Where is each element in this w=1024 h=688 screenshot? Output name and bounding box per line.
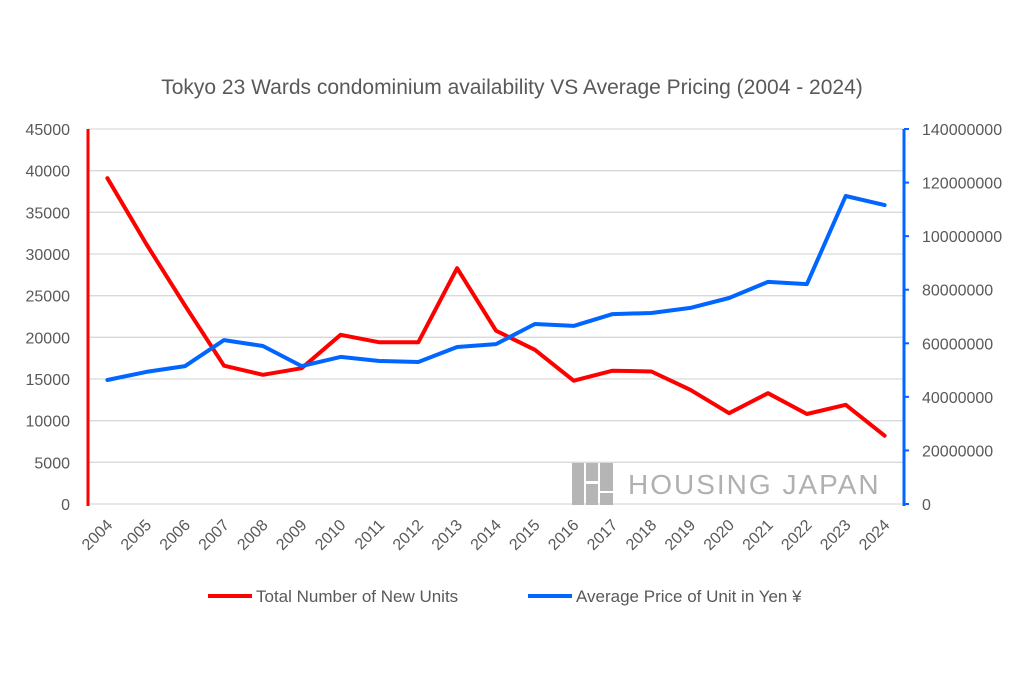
right-axis-tick-label: 60000000 bbox=[922, 336, 993, 353]
left-axis-tick-label: 20000 bbox=[26, 330, 71, 347]
x-axis-tick-label: 2011 bbox=[352, 517, 388, 553]
left-axis-tick-label: 15000 bbox=[26, 372, 71, 389]
left-axis-tick-label: 25000 bbox=[26, 289, 71, 306]
left-axis-tick-label: 40000 bbox=[26, 164, 71, 181]
legend-label-price: Average Price of Unit in Yen ¥ bbox=[576, 587, 802, 606]
chart-title: Tokyo 23 Wards condominium availability … bbox=[161, 76, 863, 99]
x-axis-tick-label: 2016 bbox=[545, 517, 582, 554]
series-line-1 bbox=[107, 196, 884, 380]
right-axis-tick-label: 40000000 bbox=[922, 390, 993, 407]
x-axis-tick-label: 2017 bbox=[584, 517, 621, 554]
x-axis-tick-label: 2012 bbox=[390, 517, 427, 554]
x-axis-tick-label: 2014 bbox=[468, 517, 505, 554]
left-axis-tick-label: 35000 bbox=[26, 205, 71, 222]
left-axis-tick-label: 30000 bbox=[26, 247, 71, 264]
x-axis-tick-label: 2007 bbox=[196, 517, 233, 554]
x-axis-tick-label: 2019 bbox=[662, 517, 699, 554]
x-axis-tick-label: 2004 bbox=[79, 517, 116, 554]
gridlines bbox=[88, 129, 904, 504]
x-axis-tick-label: 2020 bbox=[701, 517, 738, 554]
left-axis-tick-label: 10000 bbox=[26, 414, 71, 431]
right-axis-tick-label: 140000000 bbox=[922, 122, 1002, 139]
watermark-text: HOUSING JAPAN bbox=[628, 469, 881, 500]
right-axis-tick-label: 80000000 bbox=[922, 283, 993, 300]
series-lines bbox=[107, 178, 884, 436]
x-axis-tick-label: 2021 bbox=[740, 517, 777, 554]
x-axis-tick-label: 2022 bbox=[778, 517, 815, 554]
x-axis-tick-label: 2005 bbox=[118, 517, 155, 554]
left-axis-tick-label: 5000 bbox=[34, 455, 70, 472]
x-axis-tick-label: 2015 bbox=[506, 517, 543, 554]
x-axis-tick-label: 2010 bbox=[312, 517, 349, 554]
x-axis-tick-label: 2006 bbox=[157, 517, 194, 554]
x-axis-tick-label: 2009 bbox=[273, 517, 310, 554]
x-axis-tick-label: 2023 bbox=[817, 517, 854, 554]
left-axis-tick-label: 45000 bbox=[26, 122, 71, 139]
watermark-logo: HOUSING JAPAN bbox=[572, 463, 881, 505]
right-axis-tick-label: 0 bbox=[922, 497, 931, 514]
x-axis-tick-label: 2013 bbox=[429, 517, 466, 554]
right-axis-tick-label: 20000000 bbox=[922, 443, 993, 460]
right-axis-tick-label: 100000000 bbox=[922, 229, 1002, 246]
right-axis-tick-label: 120000000 bbox=[922, 176, 1002, 193]
series-line-0 bbox=[107, 178, 884, 436]
legend: Total Number of New Units Average Price … bbox=[208, 587, 802, 606]
legend-label-units: Total Number of New Units bbox=[256, 587, 458, 606]
x-axis-tick-label: 2018 bbox=[623, 517, 660, 554]
left-axis-tick-label: 0 bbox=[61, 497, 70, 514]
x-axis-tick-label: 2024 bbox=[856, 517, 893, 554]
x-axis-tick-label: 2008 bbox=[234, 517, 271, 554]
